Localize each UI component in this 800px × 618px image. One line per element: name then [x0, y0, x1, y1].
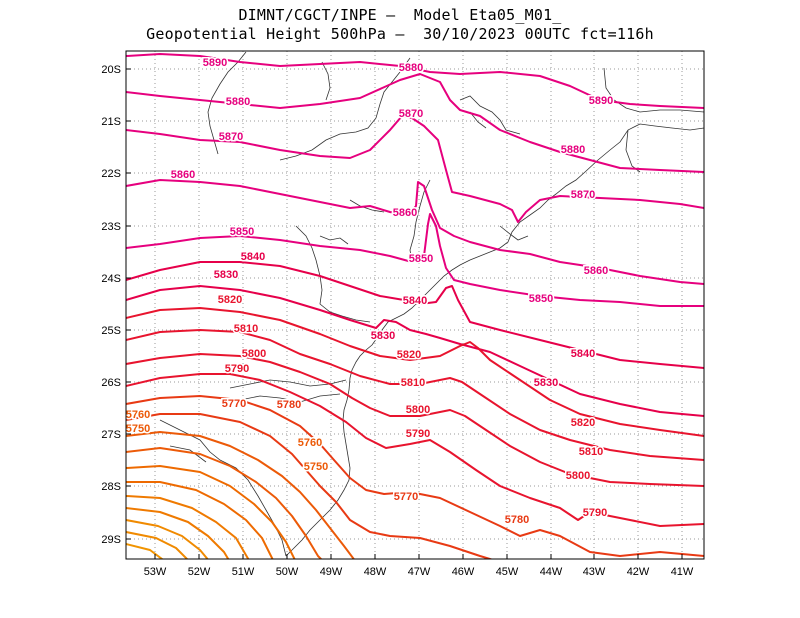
geopotential-contours — [126, 53, 704, 559]
lat-label: 26S — [101, 377, 121, 389]
lat-label: 23S — [101, 221, 121, 233]
contour-label: 5830 — [214, 269, 238, 281]
contour-line — [126, 431, 355, 559]
contour-line — [126, 531, 189, 559]
contour-label: 5790 — [406, 428, 430, 440]
contour-label: 5840 — [403, 295, 427, 307]
contour-label: 5780 — [277, 399, 301, 411]
contour-label: 5880 — [226, 96, 250, 108]
contour-label: 5830 — [371, 330, 395, 342]
contour-line — [126, 495, 250, 559]
contour-label: 5840 — [571, 348, 595, 360]
contour-label: 5860 — [393, 207, 417, 219]
lat-label: 24S — [101, 273, 121, 285]
contour-label: 5760 — [298, 437, 322, 449]
lon-label: 51W — [232, 566, 255, 578]
contour-line — [126, 507, 230, 559]
lon-label: 48W — [364, 566, 387, 578]
contour-label: 5770 — [394, 491, 418, 503]
map-title-line-2: Geopotential Height 500hPa – 30/10/2023 … — [146, 25, 654, 43]
contour-line — [126, 285, 704, 417]
contour-label: 5880 — [561, 144, 585, 156]
contour-line — [126, 261, 704, 369]
contour-label: 5890 — [203, 57, 227, 69]
lon-label: 47W — [408, 566, 431, 578]
contour-line — [126, 329, 704, 461]
contour-label: 5810 — [234, 323, 258, 335]
contour-label: 5860 — [584, 265, 608, 277]
contour-label: 5890 — [589, 95, 613, 107]
lon-label: 49W — [320, 566, 343, 578]
contour-line — [126, 373, 704, 527]
contour-label: 5810 — [401, 377, 425, 389]
contour-line — [126, 53, 704, 109]
longitude-labels: 53W 52W 51W 50W 49W 48W 47W 46W 45W 44W 43W 42W 41W — [144, 566, 694, 578]
axis-ticks — [126, 68, 683, 559]
contour-label: 5870 — [571, 189, 595, 201]
lat-label: 20S — [101, 64, 121, 76]
contour-line — [126, 73, 704, 173]
contour-label: 5780 — [505, 514, 529, 526]
contour-line — [126, 115, 704, 223]
contour-label: 5840 — [241, 251, 265, 263]
lon-label: 43W — [583, 566, 606, 578]
lat-label: 22S — [101, 168, 121, 180]
lat-label: 27S — [101, 429, 121, 441]
contour-label: 5750 — [304, 461, 328, 473]
lon-label: 46W — [452, 566, 475, 578]
lat-lon-grid — [126, 51, 704, 559]
contour-label: 5750 — [126, 423, 150, 435]
contour-label: 5820 — [218, 294, 242, 306]
contour-label: 5790 — [225, 363, 249, 375]
contour-label: 5800 — [566, 470, 590, 482]
lon-label: 52W — [188, 566, 211, 578]
lat-label: 21S — [101, 116, 121, 128]
lat-label: 25S — [101, 325, 121, 337]
contour-line — [126, 179, 704, 285]
contour-label: 5800 — [406, 404, 430, 416]
contour-label: 5860 — [171, 169, 195, 181]
contour-label: 5820 — [571, 417, 595, 429]
contour-label: 5850 — [230, 226, 254, 238]
contour-label: 5800 — [242, 348, 266, 360]
contour-label: 5880 — [399, 62, 423, 74]
contour-labels: 5890 5880 5890 5880 5870 5880 5870 5860 5870 5860… — [124, 56, 614, 528]
contour-label: 5850 — [409, 253, 433, 265]
contour-line — [126, 307, 704, 437]
lon-label: 53W — [144, 566, 167, 578]
contour-label: 5850 — [529, 293, 553, 305]
map-frame — [125, 50, 705, 560]
lon-label: 45W — [496, 566, 519, 578]
contour-label: 5760 — [126, 409, 150, 421]
contour-line — [126, 353, 704, 487]
contour-line — [126, 395, 704, 557]
contour-line — [126, 481, 274, 559]
latitude-labels: 20S 21S 22S 23S 24S 25S 26S 27S 28S 29S — [101, 64, 121, 546]
contour-line — [126, 543, 164, 559]
contour-label: 5820 — [397, 349, 421, 361]
contour-line — [126, 465, 296, 559]
lon-label: 41W — [671, 566, 694, 578]
contour-line — [126, 447, 323, 559]
contour-label: 5790 — [583, 507, 607, 519]
lon-label: 50W — [276, 566, 299, 578]
contour-label: 5810 — [579, 446, 603, 458]
contour-line — [126, 519, 209, 559]
contour-line — [126, 413, 494, 559]
lat-label: 29S — [101, 534, 121, 546]
contour-line — [126, 213, 704, 307]
contour-label: 5870 — [219, 131, 243, 143]
contour-label: 5870 — [399, 108, 423, 120]
map-title-line-1: DIMNT/CGCT/INPE – Model Eta05_M01_ — [238, 6, 562, 24]
lat-label: 28S — [101, 481, 121, 493]
contour-label: 5770 — [222, 398, 246, 410]
lon-label: 44W — [540, 566, 563, 578]
lon-label: 42W — [627, 566, 650, 578]
contour-label: 5830 — [534, 377, 558, 389]
